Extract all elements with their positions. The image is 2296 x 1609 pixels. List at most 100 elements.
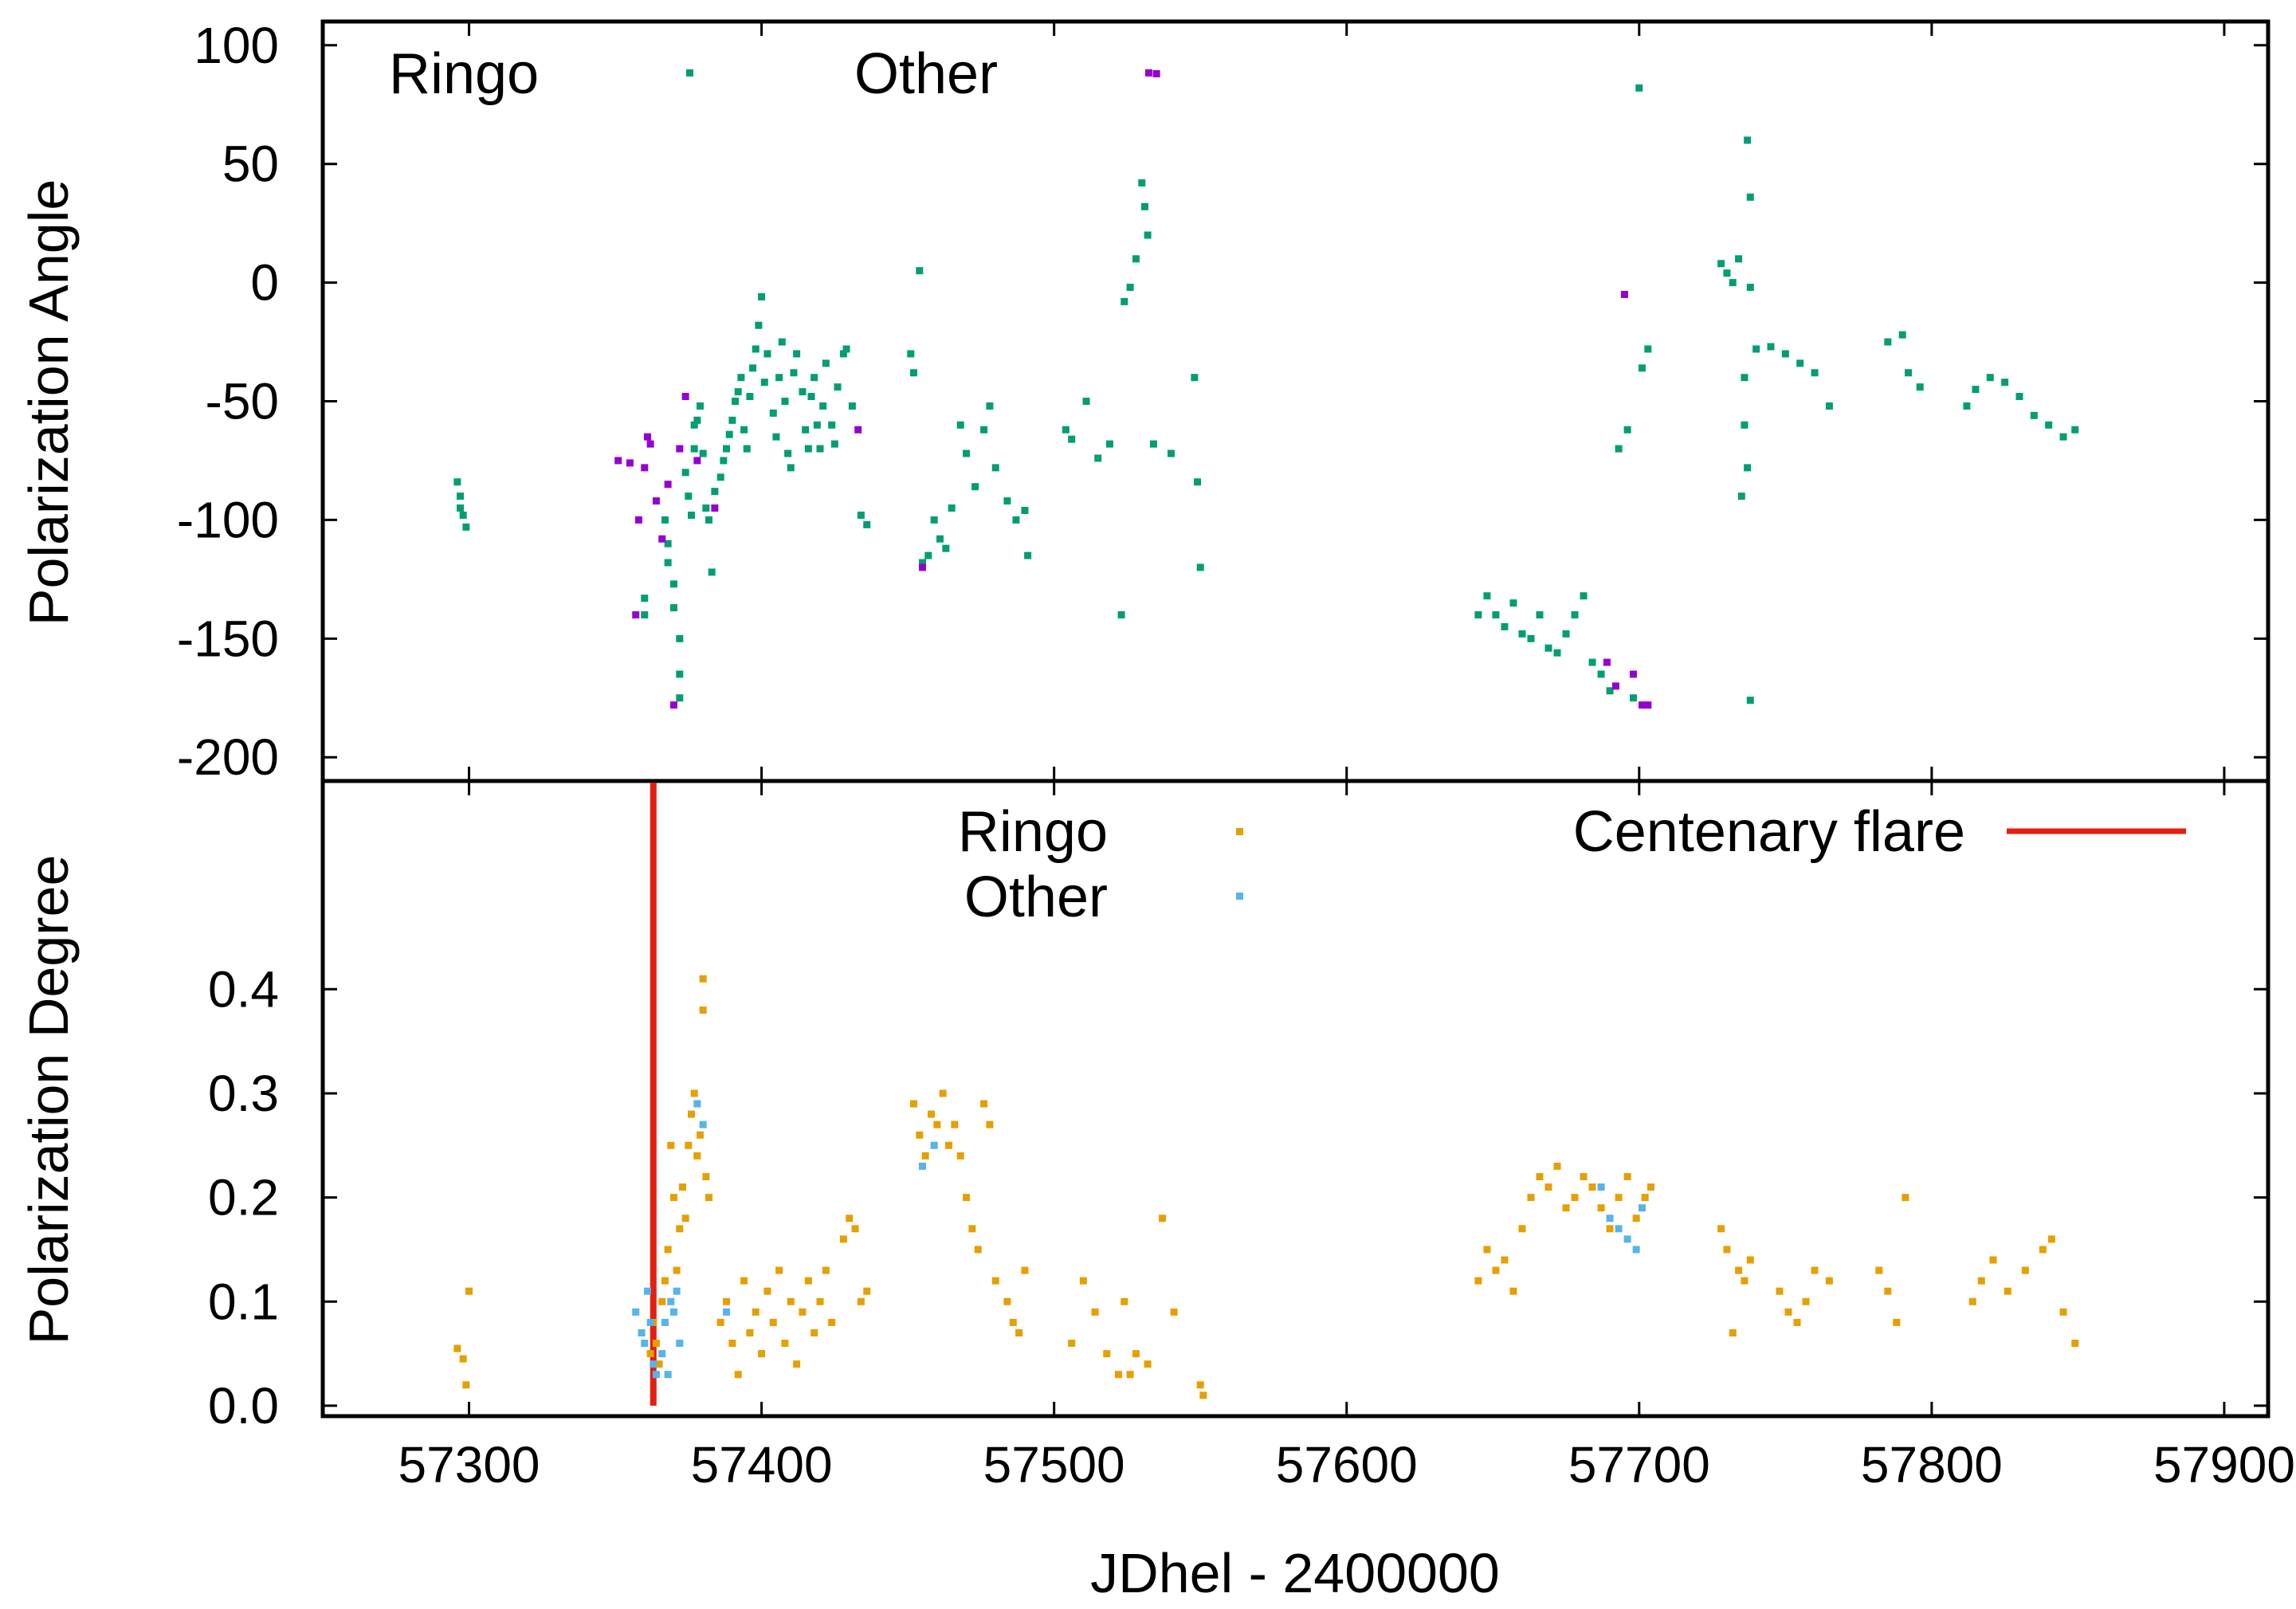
bottom-panel-frame xyxy=(320,779,2270,1419)
pa-ringo-point xyxy=(1744,136,1752,144)
pd-ringo-point xyxy=(678,1183,686,1191)
pa-ringo-point xyxy=(772,433,780,441)
pa-ringo-point xyxy=(1717,260,1725,268)
top-legend: Ringo Other xyxy=(389,42,1152,106)
top-y-tick-label: 0 xyxy=(250,254,279,312)
pd-ringo-point xyxy=(1536,1172,1544,1180)
pa-other-point xyxy=(1629,670,1637,678)
pd-ringo-point xyxy=(1003,1297,1011,1305)
pd-ringo-point xyxy=(1199,1391,1207,1399)
pa-ringo-point xyxy=(716,473,724,481)
pa-ringo-point xyxy=(769,409,777,417)
pd-other-point xyxy=(1623,1235,1631,1243)
pd-ringo-point xyxy=(963,1194,971,1202)
pd-ringo-point xyxy=(980,1100,988,1108)
top-legend-other-label: Other xyxy=(854,42,998,106)
pd-ringo-point xyxy=(1893,1318,1901,1326)
pa-ringo-point xyxy=(688,511,696,519)
pd-ringo-point xyxy=(793,1360,801,1368)
pd-ringo-point xyxy=(1170,1308,1178,1316)
pa-other-point xyxy=(693,457,701,465)
pd-other-point xyxy=(632,1308,640,1316)
pd-ringo-point xyxy=(846,1215,854,1222)
pd-ringo-point xyxy=(1825,1277,1833,1285)
pa-ringo-point xyxy=(728,416,736,424)
pd-ringo-point xyxy=(1802,1297,1810,1305)
pa-ringo-point xyxy=(669,580,677,588)
pa-other-point xyxy=(614,457,622,465)
pa-ringo-point xyxy=(1191,374,1199,382)
pd-ringo-point xyxy=(1492,1266,1500,1274)
pa-ringo-point xyxy=(1916,383,1924,391)
pd-ringo-point xyxy=(758,1350,766,1358)
pd-ringo-point xyxy=(1776,1287,1784,1295)
pd-ringo-point xyxy=(1562,1204,1570,1212)
pa-ringo-point xyxy=(1483,592,1491,600)
pd-ringo-point xyxy=(1784,1308,1792,1316)
pa-ringo-point xyxy=(1492,611,1500,619)
pa-ringo-point xyxy=(1536,611,1544,619)
pd-ringo-point xyxy=(1875,1266,1883,1274)
pa-ringo-point xyxy=(699,449,707,457)
pd-ringo-point xyxy=(921,1152,929,1160)
pa-other-point xyxy=(643,433,651,441)
pa-ringo-point xyxy=(1638,364,1646,372)
pa-ringo-point xyxy=(457,504,465,512)
pd-ringo-point xyxy=(1544,1183,1552,1191)
pa-ringo-point xyxy=(725,430,733,438)
pa-ringo-point xyxy=(907,350,915,358)
bottom-legend-other-marker xyxy=(1236,893,1243,900)
bottom-y-tick-label: 0.4 xyxy=(208,960,279,1018)
pa-ringo-point xyxy=(1571,611,1579,619)
pd-ringo-point xyxy=(968,1225,976,1233)
bottom-y-tick-label: 0.0 xyxy=(208,1377,279,1434)
pa-ringo-point xyxy=(459,511,467,519)
pd-other-point xyxy=(693,1100,701,1108)
pd-ringo-point xyxy=(655,1360,663,1368)
pd-ringo-point xyxy=(1158,1215,1166,1222)
pd-ringo-point xyxy=(658,1297,666,1305)
pd-ringo-point xyxy=(2071,1340,2079,1348)
top-y-tick-label: 100 xyxy=(194,17,279,74)
pa-ringo-point xyxy=(1744,464,1752,472)
top-legend-ringo-label: Ringo xyxy=(389,42,539,106)
pa-ringo-point xyxy=(702,504,710,512)
pd-ringo-point xyxy=(699,1006,707,1014)
pd-ringo-point xyxy=(787,1297,795,1305)
pa-ringo-point xyxy=(857,511,865,519)
pd-ringo-point xyxy=(1474,1277,1482,1285)
pa-ringo-point xyxy=(1729,279,1737,287)
pa-other-point xyxy=(681,393,689,401)
pa-ringo-point xyxy=(816,445,824,453)
pa-ringo-point xyxy=(842,345,850,353)
pd-ringo-point xyxy=(1989,1256,1997,1264)
pd-ringo-point xyxy=(763,1287,771,1295)
pa-ringo-point xyxy=(697,402,704,410)
pa-ringo-point xyxy=(1138,179,1146,187)
pa-ringo-point xyxy=(942,544,950,552)
pd-ringo-point xyxy=(652,1340,660,1348)
pa-other-point xyxy=(676,445,684,453)
pa-ringo-point xyxy=(737,374,745,382)
pa-ringo-point xyxy=(732,398,740,405)
pa-ringo-point xyxy=(676,694,684,702)
pd-ringo-point xyxy=(804,1277,812,1285)
bottom-y-tick-label: 0.1 xyxy=(208,1273,279,1330)
pa-ringo-point xyxy=(723,445,731,453)
pa-ringo-point xyxy=(807,393,815,401)
pa-ringo-point xyxy=(813,421,821,429)
pa-ringo-point xyxy=(1003,497,1011,505)
bottom-legend-ringo-label: Ringo xyxy=(958,800,1108,864)
pa-other-point xyxy=(634,516,642,524)
pa-ringo-point xyxy=(1898,331,1906,339)
pa-ringo-point xyxy=(740,426,748,434)
pd-other-point xyxy=(664,1371,672,1379)
pd-ringo-point xyxy=(863,1287,871,1295)
pd-other-point xyxy=(650,1360,657,1368)
pa-ringo-point xyxy=(664,559,672,567)
pd-ringo-point xyxy=(716,1318,724,1326)
pd-ringo-point xyxy=(1091,1308,1099,1316)
pd-ringo-point xyxy=(945,1141,953,1149)
pa-ringo-point xyxy=(708,568,716,576)
pd-ringo-point xyxy=(1723,1246,1731,1254)
